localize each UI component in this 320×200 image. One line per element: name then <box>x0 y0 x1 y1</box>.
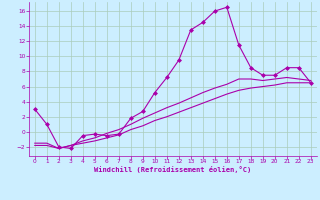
X-axis label: Windchill (Refroidissement éolien,°C): Windchill (Refroidissement éolien,°C) <box>94 166 252 173</box>
